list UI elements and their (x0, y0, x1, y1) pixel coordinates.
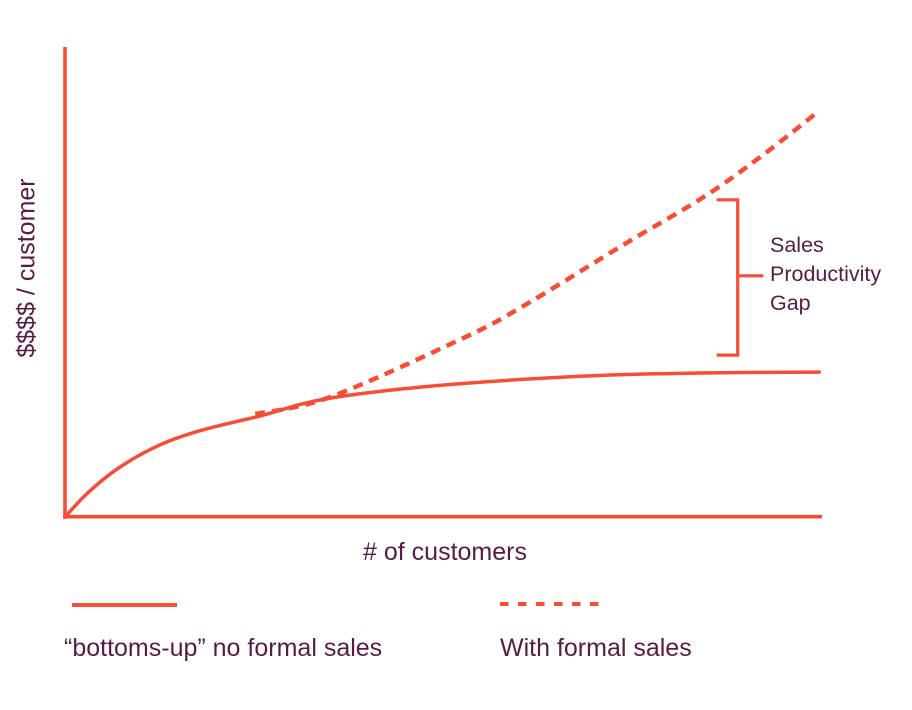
with-formal-sales-curve (254, 110, 820, 417)
bottoms-up-curve (63, 370, 821, 519)
gap-bracket (716, 198, 740, 357)
x-axis-label: # of customers (363, 538, 527, 566)
y-axis-label: $$$$ / customer (12, 178, 41, 358)
gap-annotation-label: Sales Productivity Gap (770, 233, 882, 315)
